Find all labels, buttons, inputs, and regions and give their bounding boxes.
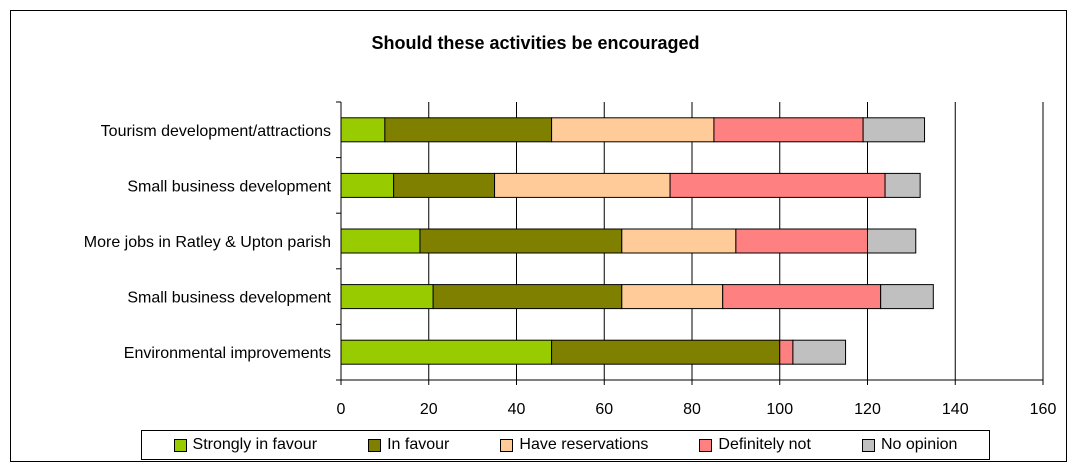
bar-segment — [862, 117, 926, 143]
legend-label: Strongly in favour — [192, 436, 318, 453]
bar-segment — [384, 117, 553, 143]
bar-segment — [551, 117, 715, 143]
chart-legend: Strongly in favour In favour Have reservat… — [141, 430, 990, 460]
bar-segment — [432, 284, 623, 310]
bar-segment — [867, 228, 917, 254]
legend-swatch — [500, 438, 514, 452]
category-label: Small business development — [127, 178, 331, 195]
bar-segment — [792, 339, 847, 365]
category-label: Tourism development/attractions — [101, 123, 331, 140]
bar-segment — [340, 172, 395, 198]
bar-segment — [419, 228, 623, 254]
legend-swatch — [368, 438, 382, 452]
bar-segment — [551, 339, 781, 365]
bar-segment — [340, 228, 421, 254]
category-label: More jobs in Ratley & Upton parish — [84, 234, 331, 251]
legend-item: Definitely not — [699, 436, 811, 454]
legend-swatch — [173, 438, 187, 452]
bar-segment — [735, 228, 868, 254]
x-tick-label: 120 — [854, 401, 881, 418]
x-tick-label: 160 — [1030, 401, 1057, 418]
x-tick-label: 140 — [942, 401, 969, 418]
bar-segment — [340, 284, 434, 310]
category-label: Small business development — [127, 290, 331, 307]
bar-segment — [779, 339, 794, 365]
bar-segment — [884, 172, 921, 198]
legend-label: Definitely not — [718, 436, 811, 453]
x-tick-label: 0 — [337, 401, 346, 418]
bar-segment — [722, 284, 882, 310]
legend-label: Have reservations — [519, 436, 649, 453]
legend-swatch — [699, 438, 713, 452]
bar-segment — [669, 172, 886, 198]
x-tick-label: 100 — [766, 401, 793, 418]
category-label: Environmental improvements — [124, 345, 331, 362]
x-tick-label: 80 — [683, 401, 701, 418]
bar-segment — [880, 284, 934, 310]
bar-segment — [621, 284, 724, 310]
legend-label: No opinion — [880, 436, 958, 453]
bar-segment — [494, 172, 671, 198]
legend-item: In favour — [368, 436, 449, 454]
bar-segment — [340, 117, 386, 143]
bar-segment — [340, 339, 553, 365]
chart-title: Should these activities be encouraged — [371, 33, 700, 53]
legend-label: In favour — [387, 436, 450, 453]
legend-item: Have reservations — [500, 436, 648, 454]
legend-swatch — [861, 438, 875, 452]
legend-item: No opinion — [861, 436, 958, 454]
x-tick-label: 40 — [508, 401, 526, 418]
x-tick-label: 20 — [420, 401, 438, 418]
bar-segment — [621, 228, 737, 254]
bar-segment — [713, 117, 864, 143]
legend-item: Strongly in favour — [173, 436, 318, 454]
bar-segment — [393, 172, 496, 198]
x-tick-label: 60 — [595, 401, 613, 418]
